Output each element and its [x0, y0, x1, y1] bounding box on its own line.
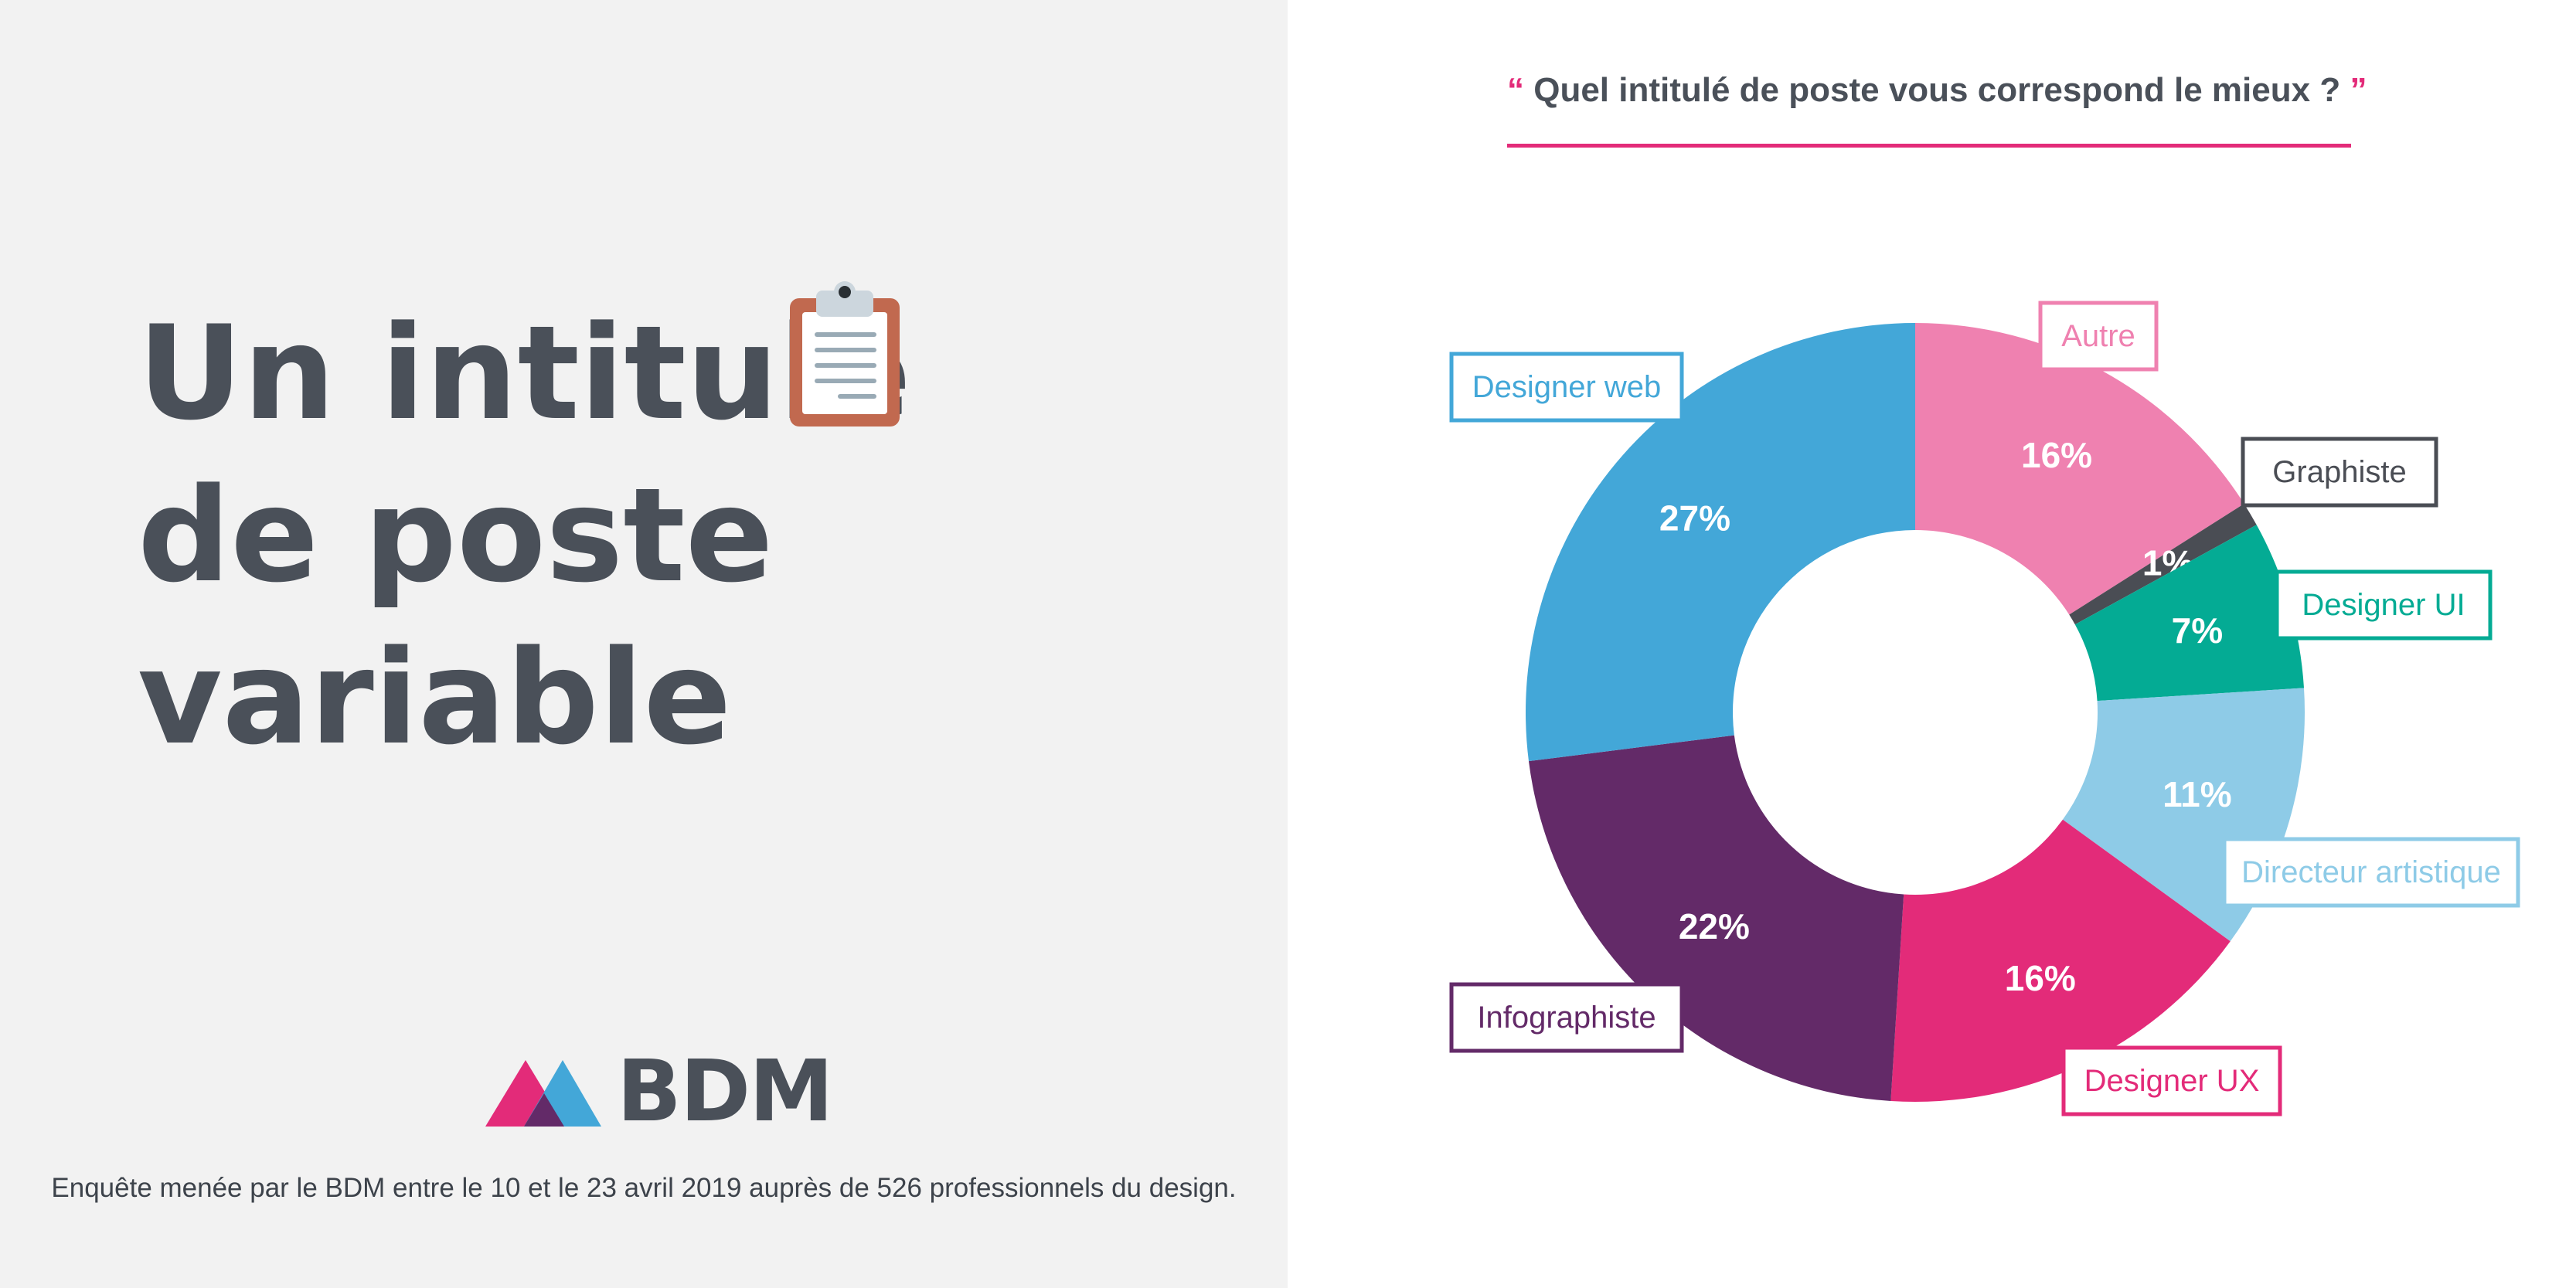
legend-label: Designer UX: [2084, 1064, 2260, 1098]
value-label: 11%: [2163, 774, 2232, 814]
value-label: 16%: [2005, 958, 2076, 998]
chart-question: “ Quel intitulé de poste vous correspond…: [1507, 71, 2367, 110]
legend-box-designer-ui: Designer UI: [2275, 569, 2493, 641]
headline-line-3: variable: [138, 622, 732, 773]
legend-label: Directeur artistique: [2241, 855, 2501, 889]
slice-graphiste: [2069, 503, 2257, 625]
left-panel: Un intitulé de poste variable BDM Enquêt…: [0, 0, 1288, 1288]
headline-line-2: de poste: [138, 460, 774, 611]
value-label: 22%: [1679, 906, 1750, 946]
legend-label: Graphiste: [2272, 455, 2406, 489]
legend-label: Designer UI: [2302, 588, 2465, 622]
headline-line-1: Un intitulé: [138, 297, 912, 449]
slice-designer-ui: [2074, 525, 2305, 702]
slice-designer-ux: [1890, 819, 2231, 1103]
headline: Un intitulé de poste variable: [138, 292, 911, 779]
legend-box-infographiste: Infographiste: [1449, 982, 1684, 1053]
value-label: 7%: [2172, 610, 2223, 651]
survey-footnote: Enquête menée par le BDM entre le 10 et …: [51, 1173, 1237, 1203]
legend-box-designer-web: Designer web: [1449, 352, 1684, 423]
question-underline: [1507, 144, 2351, 148]
logo-mark-icon: [485, 1060, 601, 1127]
slice-designer-web: [1526, 323, 1915, 762]
legend-box-autre: Autre: [2038, 301, 2159, 372]
open-quote: “: [1507, 71, 1524, 109]
donut-chart: 16%1%7%11%16%22%27%AutreGraphisteDesigne…: [1449, 301, 2520, 1116]
value-label: 16%: [2021, 435, 2092, 475]
legend-label: Autre: [2061, 319, 2135, 353]
close-quote: ”: [2350, 71, 2367, 109]
slice-infographiste: [1528, 735, 1904, 1102]
legend-label: Designer web: [1472, 370, 1662, 404]
legend-label: Infographiste: [1477, 1001, 1656, 1035]
question-text: Quel intitulé de poste vous correspond l…: [1533, 71, 2341, 109]
legend-box-directeur-artistique: Directeur artistique: [2222, 837, 2520, 908]
clipboard-icon: [790, 281, 900, 427]
slice-autre: [1915, 323, 2244, 615]
legend-box-graphiste: Graphiste: [2241, 437, 2438, 508]
value-label: 27%: [1659, 498, 1730, 539]
logo-text: BDM: [617, 1042, 834, 1140]
legend-box-designer-ux: Designer UX: [2061, 1045, 2282, 1116]
